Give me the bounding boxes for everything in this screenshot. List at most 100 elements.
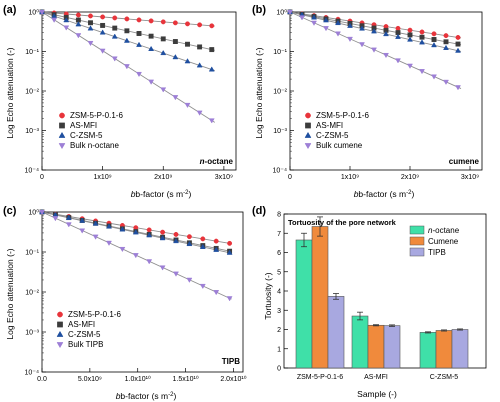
data-point (311, 20, 317, 26)
data-point (431, 31, 437, 37)
legend-marker (59, 112, 65, 119)
data-point (199, 243, 206, 249)
data-point (443, 79, 449, 85)
legend-swatch (409, 225, 425, 235)
data-point (299, 15, 305, 21)
legend-swatch (409, 236, 425, 246)
data-point (443, 39, 449, 45)
data-point (79, 217, 86, 223)
data-point (172, 95, 179, 101)
data-point (75, 33, 82, 39)
legend-label: C-ZSM-5 (316, 131, 349, 140)
data-point (173, 237, 179, 244)
data-point (159, 235, 166, 241)
panel-c-plot: 10⁰ 10⁻¹ 10⁻² 10⁻³ 10⁻⁴0.0 5.0x10⁹ 1.0x10¹⁰ 1.5… (25, 209, 247, 384)
data-point (88, 20, 93, 26)
panel-c: (c) 10⁰ 10⁻¹ 10⁻² 10⁻³ 10⁻⁴0.0 5.0x10⁹ 1.0x10¹… (3, 205, 247, 401)
data-point (172, 20, 178, 26)
y-tick-label: 5 (277, 269, 281, 276)
legend-label: ZSM-5-P-0.1-6 (70, 111, 123, 120)
data-point (395, 25, 401, 31)
data-point (455, 85, 461, 91)
legend-label: AS-MFI (70, 121, 97, 130)
data-point (173, 271, 179, 277)
x-tick-label: 1x10⁹ (94, 174, 112, 181)
x-tick-label: AS-MFI (364, 374, 388, 381)
data-point (79, 228, 86, 234)
data-point (209, 47, 215, 53)
panel-a-xlabel-sup: -2 (183, 190, 189, 196)
legend-marker (59, 122, 65, 129)
data-point (395, 33, 401, 39)
y-tick-label: 10⁻² (25, 89, 39, 96)
data-point (146, 232, 153, 238)
legend-label: Bulk TIPB (68, 340, 103, 349)
data-point (63, 17, 70, 23)
legend-marker (304, 143, 312, 150)
data-point (119, 246, 126, 253)
data-point (431, 74, 437, 80)
data-point (136, 71, 142, 78)
legend-label: ZSM-5-P-0.1-6 (316, 111, 369, 120)
data-point (106, 240, 112, 246)
data-point (148, 18, 154, 24)
data-point (106, 223, 112, 229)
data-point (184, 58, 191, 64)
data-point (136, 31, 142, 36)
data-point (311, 14, 317, 20)
legend-italic: n (428, 226, 433, 235)
data-point (371, 47, 377, 53)
panel-b-xlabel: bb-factor (s m-2) (354, 189, 415, 199)
data-point (227, 240, 233, 246)
panel-b-xlabel-end: ) (411, 189, 414, 199)
data-point (160, 49, 167, 56)
panel-b-plot: 10⁰ 10⁻¹ 10⁻² 10⁻³ 10⁻⁴0 1x10⁹ 2x10⁹ 3x10⁹ ZSM-5… (273, 9, 483, 181)
legend-label: Bulk cumene (316, 141, 363, 150)
data-point (371, 28, 377, 34)
data-point (111, 56, 118, 62)
y-tick-label: 6 (277, 250, 281, 257)
legend-label: TIPB (428, 248, 446, 257)
data-point (160, 229, 166, 235)
y-tick-label: 4 (277, 289, 281, 296)
data-point (419, 29, 425, 35)
data-point (148, 79, 155, 85)
panel-a-xlabel-end: ) (188, 189, 191, 199)
data-point (186, 234, 192, 240)
data-point (99, 48, 106, 54)
y-tick-label: 3 (277, 308, 281, 315)
bar (419, 332, 437, 369)
y-tick-label: 10⁰ (28, 209, 39, 217)
data-point (136, 41, 142, 47)
panel-d-ylabel: Tortuosity (-) (263, 272, 273, 319)
data-point (335, 31, 341, 37)
data-point (383, 52, 389, 59)
y-tick-label: 8 (277, 212, 281, 219)
x-tick-label: 3x10⁹ (461, 174, 479, 181)
data-point (51, 17, 58, 23)
y-tick-label: 10⁻¹ (25, 250, 39, 257)
bar (295, 239, 313, 369)
panel-c-xlabel-sup: -2 (168, 392, 174, 398)
legend-swatch (409, 247, 425, 257)
data-point (123, 64, 130, 70)
data-point (172, 39, 178, 44)
data-point (208, 118, 215, 124)
panel-c-xlabel-text: b-factor (s m (120, 391, 168, 401)
data-point (200, 236, 206, 242)
y-tick-label: 10⁰ (28, 9, 39, 17)
data-point (87, 40, 94, 47)
data-point (431, 42, 437, 48)
panel-d-plot: 0 1 2 3 4 5 6 7 8 ZSM-5-P-0.1-6 AS-MFI C-ZSM-5 n-oct… (277, 212, 487, 381)
data-point (443, 44, 449, 50)
data-point (173, 231, 179, 237)
legend-marker (56, 330, 64, 337)
data-point (208, 66, 215, 72)
data-point (359, 25, 365, 31)
data-point (148, 45, 155, 51)
x-tick-label: 3x10⁹ (215, 174, 233, 181)
data-point (88, 13, 93, 19)
legend-marker (56, 342, 64, 349)
panel-c-xlabel: bb-factor (s m-2) (116, 391, 177, 401)
panel-d-title: Tortuosity of the pore network (288, 218, 397, 227)
